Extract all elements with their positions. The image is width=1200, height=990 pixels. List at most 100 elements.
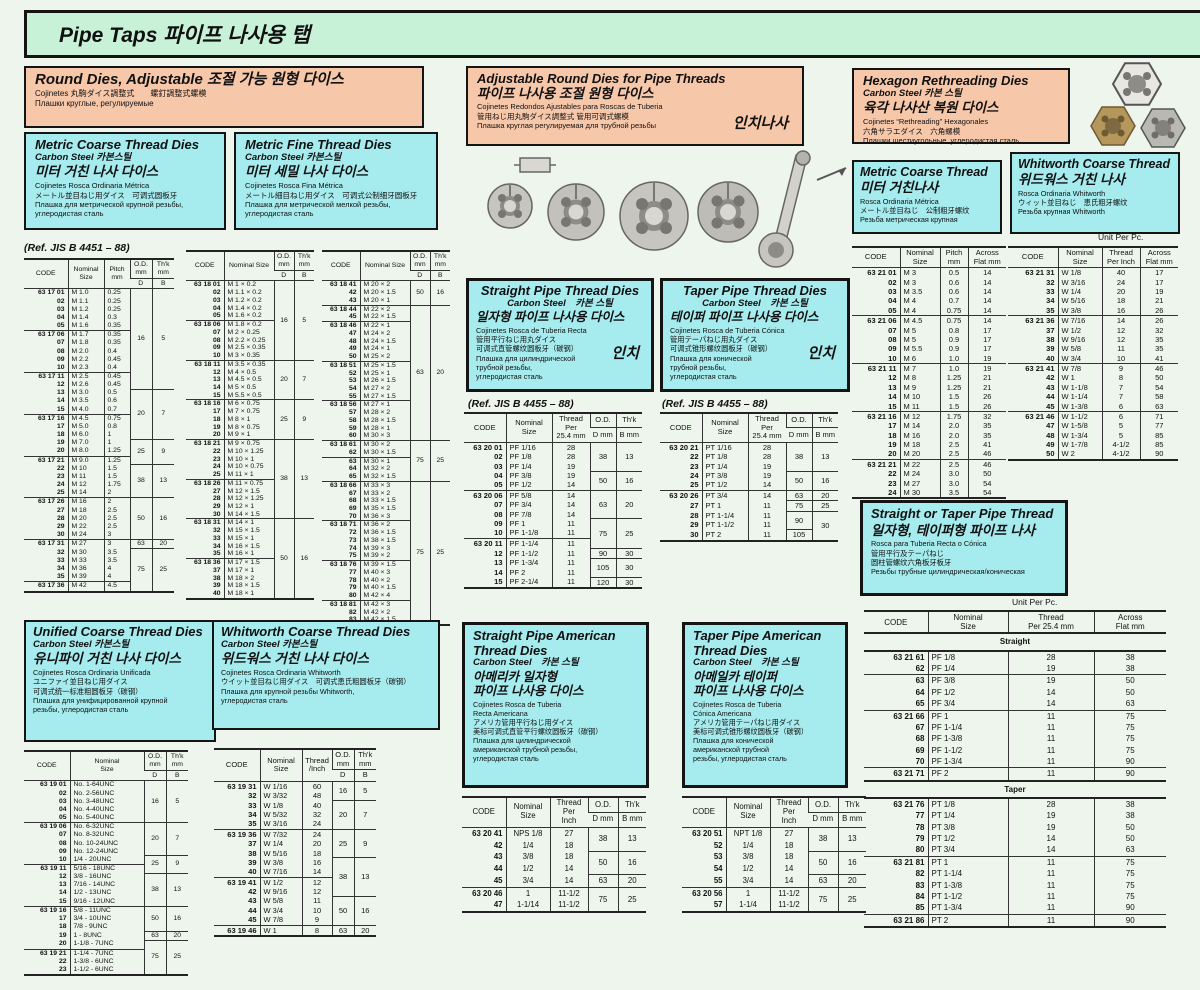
cell: M 3 <box>899 267 940 278</box>
cell: 38 <box>1046 334 1055 344</box>
cell: 50 <box>1093 833 1166 845</box>
cell: 04 <box>888 296 897 306</box>
text-line: углеродистая сталь <box>476 371 543 381</box>
cell: 19 <box>1007 821 1094 834</box>
cell: 19 <box>1007 810 1094 822</box>
table-row: 02 PF 1/8 28 <box>464 452 642 462</box>
cell: 44 <box>248 905 257 915</box>
cell: 28 <box>747 441 786 453</box>
table-row: 04 No. 4-40UNC <box>24 805 188 815</box>
cell: 25 <box>811 500 838 511</box>
cell: 25 <box>212 471 221 479</box>
cell: 23 <box>56 472 65 480</box>
header-row: CODE Nominal Size Thread Per 25.4 mm O.D. Th… <box>660 413 838 443</box>
cell: W 9/16 <box>1057 334 1102 345</box>
cell: 44 <box>493 863 503 873</box>
data-table: CODE Nominal Size O.D. mm Th'k mm D B 63 18 01… <box>186 250 314 600</box>
text-line: Cojinetes 丸駒ダイス調整式 螺釘調整式螺模 <box>35 88 207 98</box>
table-row: 17 M 7 × 0.75 <box>186 408 314 416</box>
cell: M 12 × 1.5 <box>223 487 274 496</box>
cell: 30 <box>615 557 642 578</box>
cell: 63 17 16 <box>24 413 68 423</box>
cell: 22 <box>690 452 699 462</box>
table-taper-pipe-63-20: CODE Nominal Size Thread Per 25.4 mm O.D. Th… <box>660 412 838 542</box>
text-line: ウイット並目ねじ用ダイス 可调式恵氏粗圆板牙（碳钢） <box>221 677 411 687</box>
cell: M 1.7 <box>67 330 104 340</box>
cell: W 9/16 <box>259 887 302 897</box>
text-line: 可调式统一标准粗圆板牙（碳钢） <box>33 686 143 696</box>
table-row: 07 PF 3/4 14 <box>464 500 642 510</box>
data-table: CODE Nominal Size Pitch mm Across Flat mm 63… <box>852 246 1006 500</box>
table-row: 75 M 39 × 2 <box>322 552 450 561</box>
column-header: D mm <box>588 812 618 828</box>
cell: 83 <box>915 880 925 890</box>
cell: 0.6 <box>939 277 968 287</box>
ref-jis-4455-taper: (Ref. JIS B 4455 – 88) <box>662 398 768 410</box>
box-title-ko: 미터 세밀 나사 다이스 <box>245 164 369 180</box>
table-row: 77 PT 1/4 19 38 <box>864 810 1166 822</box>
cell: 90 <box>1139 449 1178 460</box>
cell: 1.0 <box>939 353 968 364</box>
cell: PF 1/2 <box>505 480 552 491</box>
table-row: 05 PF 1/2 14 <box>464 480 642 491</box>
cell: 18 <box>58 923 67 931</box>
table-row: 23 M 10 × 1 <box>186 455 314 464</box>
box-subtitle: Carbon Steel 카본 스틸 <box>473 657 579 669</box>
table-row: 30 M 24 3 <box>24 530 174 540</box>
text-line: Rosca para Tuberia Recta o Cónica <box>871 539 987 549</box>
cell: PF 1-1/4 <box>927 721 1008 734</box>
table-row: 55 M 27 × 1.5 <box>322 392 450 401</box>
cell: 38 <box>248 848 257 858</box>
cell: 11 <box>551 518 590 529</box>
cell: 14 <box>967 315 1006 326</box>
cell: 2.5 <box>103 514 130 523</box>
column-header: Nominal Size <box>67 259 104 290</box>
cell: 37 <box>212 566 221 574</box>
table-row: 49 W 1-7/8 4-1/2 85 <box>1008 440 1178 450</box>
cell: 49 <box>1046 440 1055 449</box>
cell: PF 1/16 <box>505 441 552 453</box>
table-row: 63 20 41 NPS 1/8 27 38 13 <box>462 826 646 852</box>
cell: 37 <box>248 839 257 849</box>
cell: 20 <box>1101 287 1140 297</box>
table-row: 18 M 6.0 1 <box>24 431 174 440</box>
cell: 57 <box>348 409 357 417</box>
column-header: O.D. <box>785 413 812 429</box>
cell: 2 <box>103 497 130 507</box>
cell: W 5/8 <box>259 896 302 906</box>
column-header: Nominal Size <box>1057 247 1102 269</box>
cell: 48 <box>1046 430 1055 440</box>
cell: W 5/16 <box>1057 296 1102 306</box>
cell: PF 1-1/2 <box>505 548 552 559</box>
cell: 34 <box>212 542 221 550</box>
cell: PT 1/4 <box>927 810 1008 822</box>
cell: 28 <box>1007 797 1094 811</box>
table-metric-fine-63-18a: CODE Nominal Size O.D. mm Th'k mm D B 63 18 01… <box>186 250 314 600</box>
cell: PF 1-1/4 <box>505 537 552 548</box>
table-row: 03 No. 3-48UNC <box>24 797 188 806</box>
cell: 45 <box>493 875 503 885</box>
table-row: 63 20 26 PT 3/4 14 63 20 <box>660 489 838 501</box>
column-header: B <box>353 769 376 782</box>
table-row: 63 21 16 M 12 1.75 32 <box>852 410 1006 422</box>
header-row: D mm B mm <box>464 427 642 443</box>
cell: 7 <box>1101 382 1140 393</box>
column-header: D <box>410 270 430 282</box>
cell: 19 <box>1139 287 1178 297</box>
cell: 14 <box>551 480 590 491</box>
cell: 22 <box>212 447 221 455</box>
table-row: 24 PT 3/8 19 50 16 <box>660 470 838 491</box>
cell: 02 <box>888 277 897 287</box>
cell: 21 <box>967 382 1006 393</box>
table-rethreading-whitworth-63-21: CODE Nominal Size Thread Per Inch Across Fl… <box>1008 246 1178 461</box>
box-taper-pipe-dies: Taper Pipe Thread Dies Carbon Steel 카본 스… <box>660 278 850 392</box>
cell: PT 1 <box>701 500 748 511</box>
table-row: 65 PF 3/4 14 63 <box>864 698 1166 711</box>
cell: 08 <box>888 334 897 344</box>
table-row: 82 PT 1-1/4 11 75 <box>864 868 1166 880</box>
box-subtitle: Carbon Steel 카본스틸 <box>221 638 318 650</box>
cell: 0.7 <box>939 296 968 306</box>
box-lines: Cojinetes Rosca de Tuberia Recta 管用平行ねじ用丸… <box>476 326 644 381</box>
cell: 11 <box>1007 767 1094 781</box>
table-row: 28 PT 1-1/4 11 90 30 <box>660 510 838 541</box>
